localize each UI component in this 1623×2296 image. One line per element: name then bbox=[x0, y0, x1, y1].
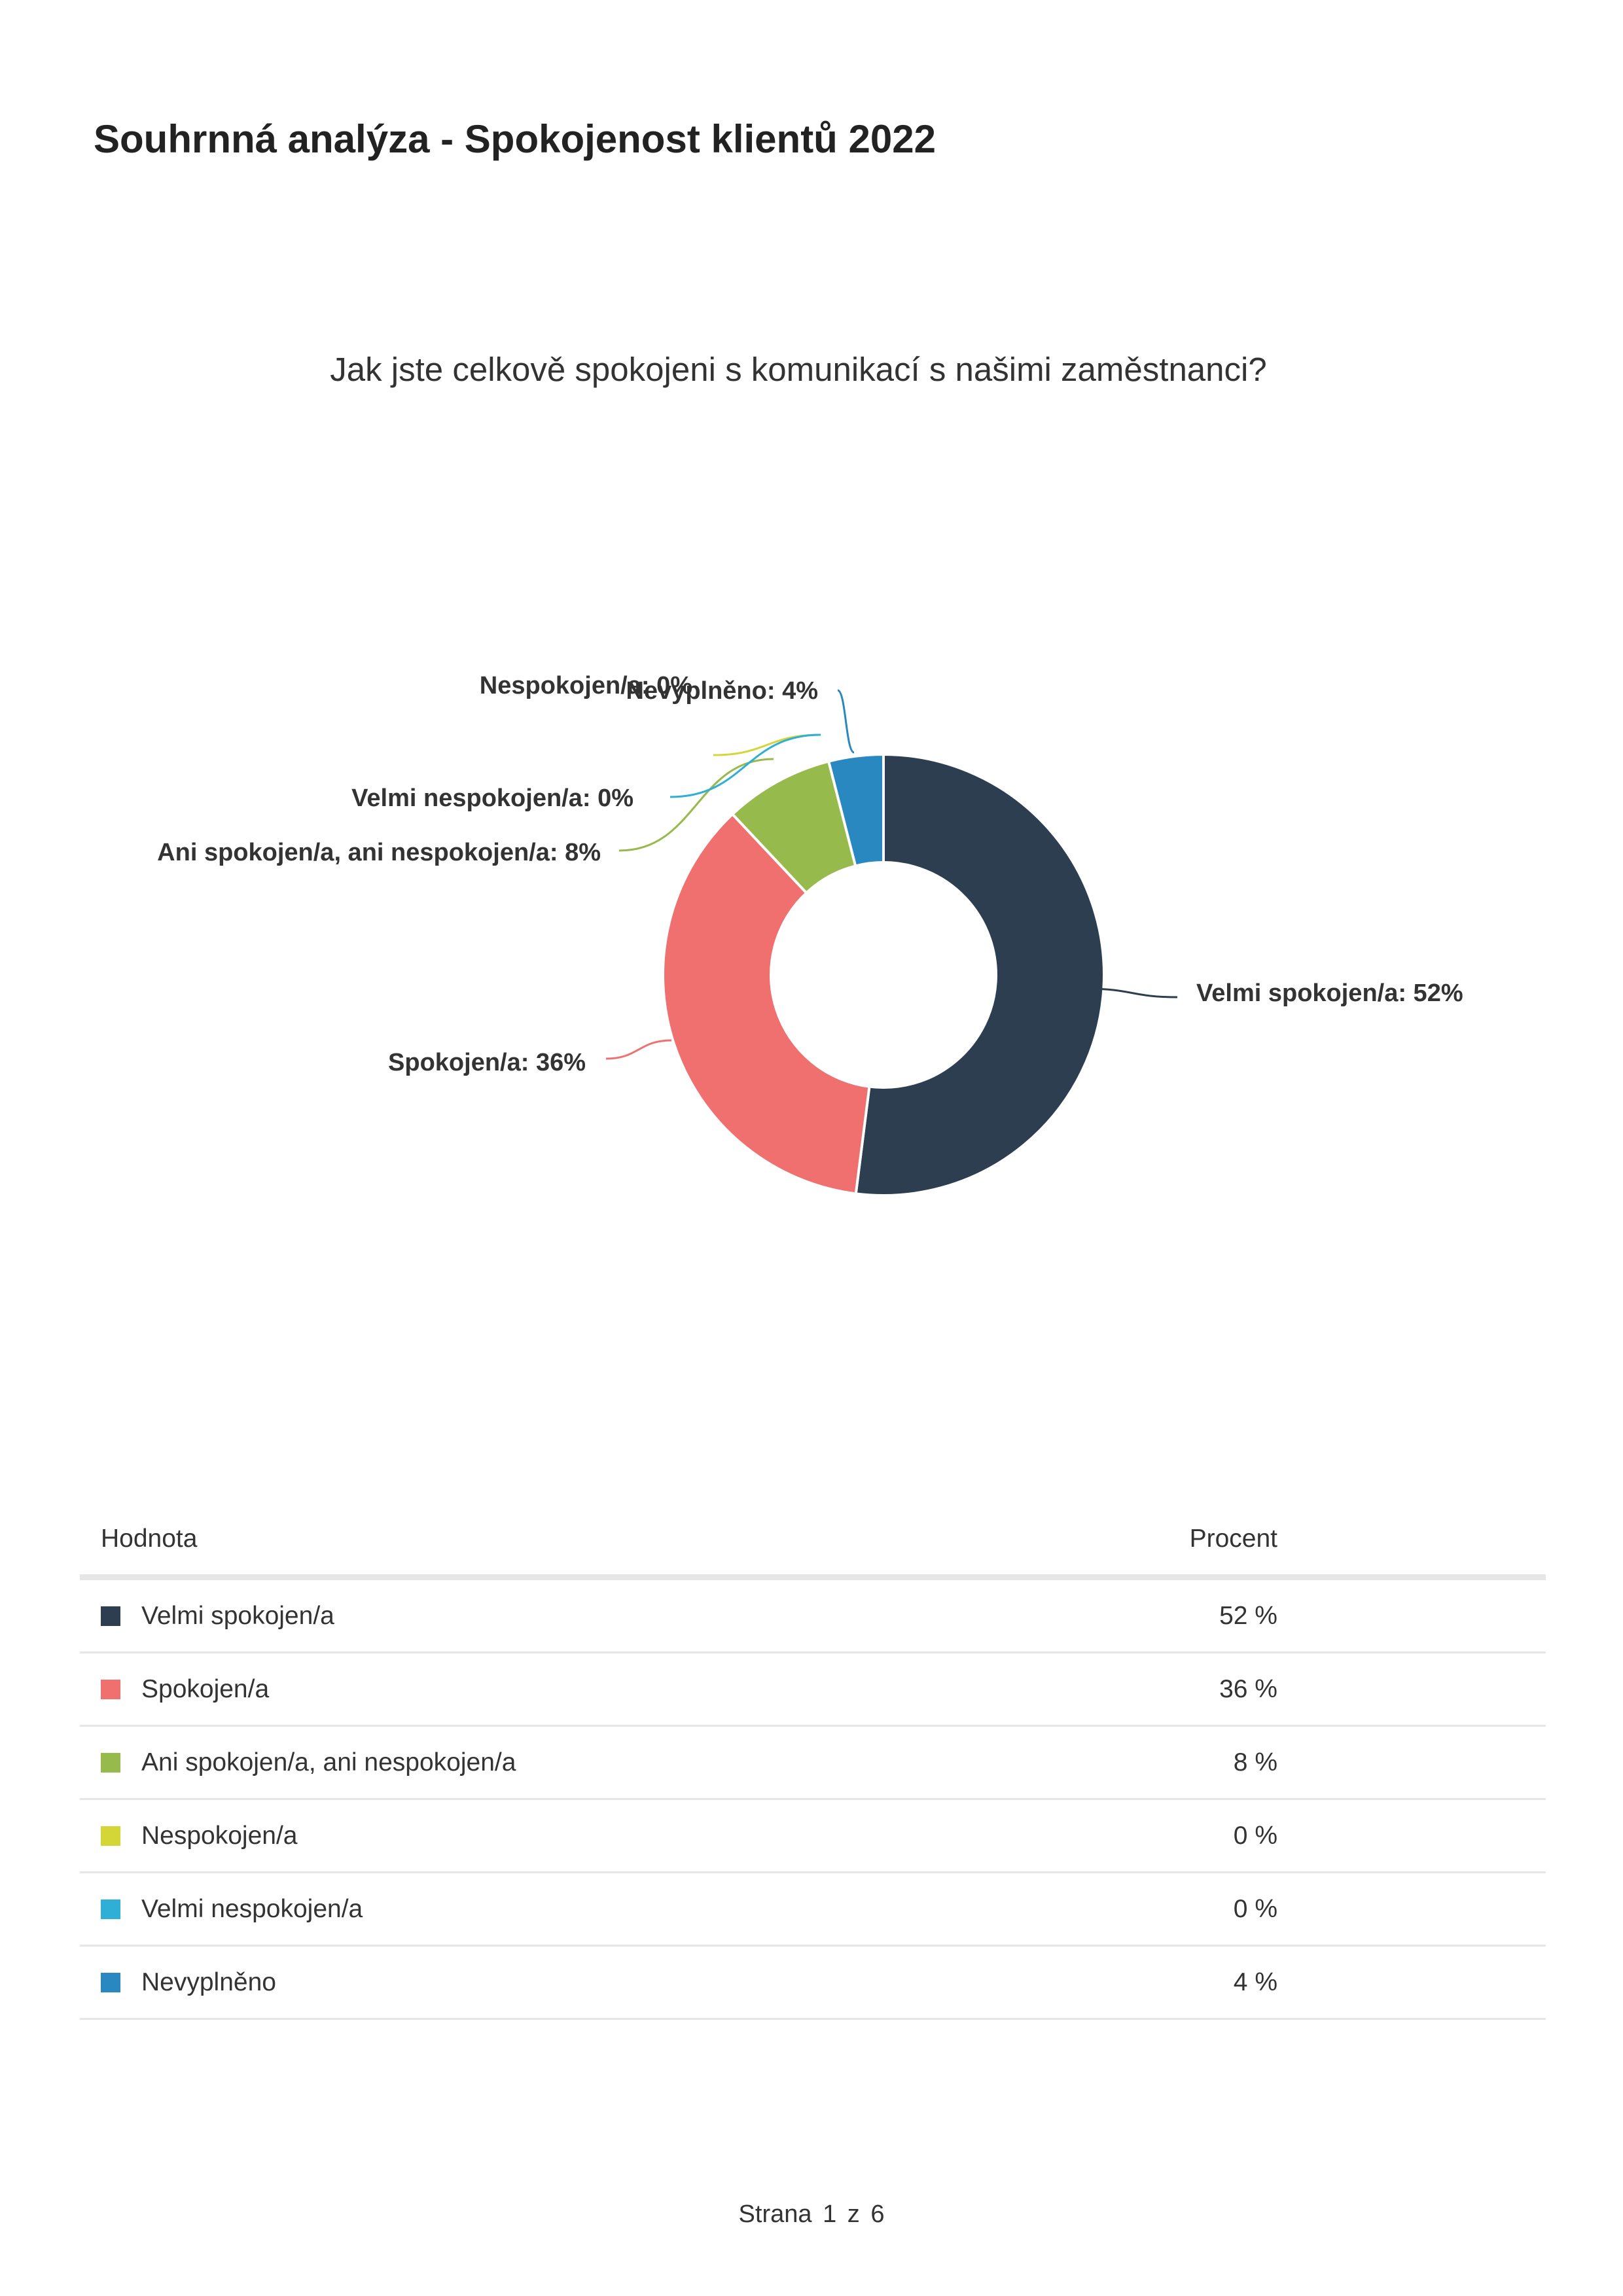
table-cell-label: Velmi nespokojen/a bbox=[80, 1872, 887, 1947]
donut-chart: Velmi spokojen/a: 52% Spokojen/a: 36% Ani … bbox=[157, 672, 1463, 1197]
data-label-ani-spokojen-a-ani-nespokojen-a: Ani spokojen/a, ani nespokojen/a: 8% bbox=[157, 839, 601, 866]
connector-nevyplneno bbox=[837, 689, 855, 754]
data-label-velmi-nespokojen-a: Velmi nespokojen/a: 0% bbox=[351, 785, 633, 812]
table-row: Nevyplněno 4 % bbox=[80, 1945, 1546, 2020]
table-row: Spokojen/a 36 % bbox=[80, 1652, 1546, 1727]
question-title: Jak jste celkově spokojeni s komunikací … bbox=[330, 351, 1267, 388]
row-percent: 0 % bbox=[886, 1799, 1546, 1873]
table-cell-label: Spokojen/a bbox=[80, 1652, 887, 1727]
results-table: Hodnota Procent Velmi spokojen/a 52 % Sp… bbox=[80, 1504, 1546, 2020]
row-percent: 0 % bbox=[886, 1872, 1546, 1947]
report-title: Souhrnná analýza - Spokojenost klientů 2… bbox=[94, 117, 936, 161]
connector-ani-spokojen-a-ani-nespokojen-a bbox=[618, 758, 774, 852]
connector-velmi-spokojen-a bbox=[1086, 987, 1178, 998]
table-cell-label: Nespokojen/a bbox=[80, 1799, 887, 1873]
row-label: Velmi nespokojen/a bbox=[141, 1894, 363, 1923]
data-label-nevyplneno: Nevyplněno: 4% bbox=[626, 677, 818, 705]
data-label-nespokojen-a: Nespokojen/a: 0% bbox=[480, 672, 692, 699]
legend-swatch-icon bbox=[101, 1752, 120, 1773]
row-percent: 8 % bbox=[886, 1725, 1546, 1800]
table-cell-label: Nevyplněno bbox=[80, 1945, 887, 2020]
row-label: Spokojen/a bbox=[141, 1674, 270, 1703]
legend-swatch-icon bbox=[101, 1826, 120, 1846]
slice-velmi-spokojen-a bbox=[854, 752, 1105, 1197]
legend-swatch-icon bbox=[101, 1679, 120, 1699]
table-header-row: Hodnota Procent bbox=[80, 1504, 1546, 1580]
data-label-velmi-spokojen-a: Velmi spokojen/a: 52% bbox=[1196, 980, 1463, 1007]
table-cell-label: Ani spokojen/a, ani nespokojen/a bbox=[80, 1725, 887, 1800]
row-label: Ani spokojen/a, ani nespokojen/a bbox=[141, 1748, 516, 1776]
row-label: Nespokojen/a bbox=[141, 1821, 298, 1850]
row-percent: 36 % bbox=[886, 1652, 1546, 1727]
slice-spokojen-a bbox=[662, 812, 871, 1195]
table-cell-label: Velmi spokojen/a bbox=[80, 1577, 887, 1653]
table-row: Nespokojen/a 0 % bbox=[80, 1799, 1546, 1873]
page-footer: Strana 1 z 6 bbox=[738, 2200, 885, 2228]
row-label: Velmi spokojen/a bbox=[141, 1601, 334, 1630]
connector-velmi-nespokojen-a bbox=[669, 733, 821, 798]
row-percent: 4 % bbox=[886, 1945, 1546, 2020]
legend-swatch-icon bbox=[101, 1972, 120, 1992]
data-label-spokojen-a: Spokojen/a: 36% bbox=[388, 1049, 586, 1076]
column-header-value: Hodnota bbox=[80, 1504, 887, 1580]
row-percent: 52 % bbox=[886, 1577, 1546, 1653]
legend-swatch-icon bbox=[101, 1606, 120, 1626]
legend-swatch-icon bbox=[101, 1899, 120, 1919]
table-row: Ani spokojen/a, ani nespokojen/a 8 % bbox=[80, 1725, 1546, 1800]
connector-spokojen-a bbox=[605, 1039, 672, 1060]
table-row: Velmi spokojen/a 52 % bbox=[80, 1577, 1546, 1653]
row-label: Nevyplněno bbox=[141, 1968, 276, 1996]
table-row: Velmi nespokojen/a 0 % bbox=[80, 1872, 1546, 1947]
column-header-percent: Procent bbox=[886, 1504, 1546, 1580]
connector-nespokojen-a bbox=[713, 733, 821, 756]
slice-nevyplneno bbox=[827, 752, 885, 868]
